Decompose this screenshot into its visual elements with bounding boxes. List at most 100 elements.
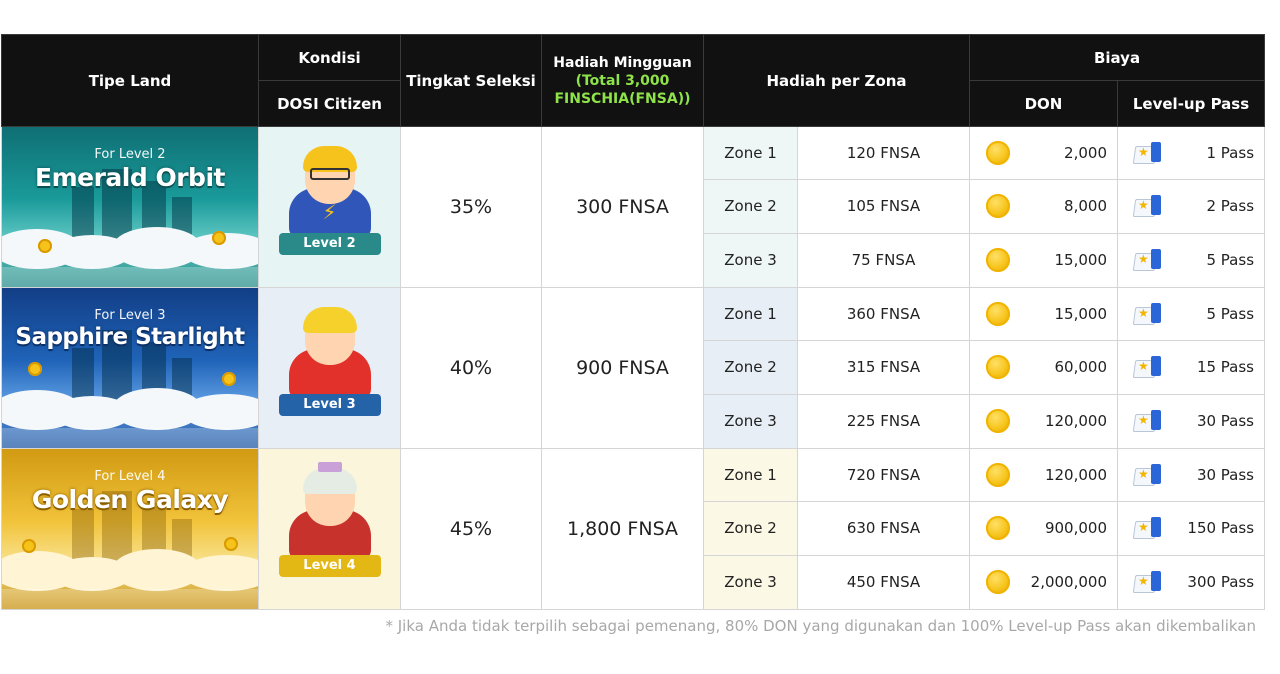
land-banner-sapphire-starlight: For Level 3 Sapphire Starlight [1, 287, 259, 449]
don-cost: 60,000 [1054, 358, 1108, 377]
zone-reward: 360 FNSA [797, 286, 970, 342]
zone-reward: 450 FNSA [797, 554, 970, 611]
don-cost: 2,000 [1064, 144, 1107, 163]
gold-coin-icon [986, 302, 1010, 327]
zone-label: Zone 3 [703, 554, 798, 611]
level-badge: Level 3 [278, 394, 381, 416]
pass-cost-cell: ★ 30 Pass [1116, 393, 1266, 450]
glasses-icon [309, 168, 350, 180]
footnote: * Jika Anda tidak terpilih sebagai pemen… [385, 617, 1256, 635]
header-dosi-citizen: DOSI Citizen [258, 80, 401, 127]
zone-label: Zone 2 [703, 340, 798, 395]
gold-coin-icon [986, 409, 1010, 434]
gold-coin-icon [986, 570, 1010, 595]
gold-coin-icon [986, 463, 1010, 488]
pass-cost: 150 Pass [1187, 519, 1255, 538]
gold-coin-icon [986, 248, 1010, 273]
pass-cost-cell: ★ 150 Pass [1116, 501, 1266, 556]
level-up-pass-icon: ★ [1132, 249, 1162, 272]
header-hadiah-mingguan-label: Hadiah Mingguan [553, 54, 692, 71]
zone-label: Zone 1 [703, 447, 798, 503]
pass-cost: 5 Pass [1206, 305, 1255, 324]
weekly-reward: 900 FNSA [541, 287, 704, 449]
header-tingkat-seleksi: Tingkat Seleksi [400, 34, 542, 127]
level-up-pass-icon: ★ [1132, 517, 1162, 540]
level-up-pass-icon: ★ [1132, 410, 1162, 433]
pass-cost-cell: ★ 1 Pass [1116, 125, 1266, 181]
pass-cost-cell: ★ 15 Pass [1116, 340, 1266, 395]
land-name: Emerald Orbit [35, 163, 225, 192]
lightning-icon: ⚡ [322, 200, 337, 224]
pass-cost: 30 Pass [1196, 412, 1255, 431]
pass-cost-cell: ★ 30 Pass [1116, 447, 1266, 503]
header-biaya: Biaya [968, 34, 1266, 81]
weekly-reward: 300 FNSA [541, 126, 704, 288]
zone-label: Zone 3 [703, 232, 798, 289]
gold-coin-icon [986, 355, 1010, 380]
header-tipe-land: Tipe Land [1, 34, 259, 127]
pass-cost: 30 Pass [1196, 466, 1255, 485]
don-cost-cell: 120,000 [969, 447, 1118, 503]
don-cost-cell: 15,000 [969, 286, 1118, 342]
don-cost-cell: 900,000 [969, 501, 1118, 556]
pass-cost: 5 Pass [1206, 251, 1255, 270]
citizen-hair [302, 146, 357, 172]
pass-cost: 2 Pass [1206, 197, 1255, 216]
gold-coin-icon [986, 516, 1010, 541]
level-up-pass-icon: ★ [1132, 571, 1162, 594]
zone-label: Zone 1 [703, 125, 798, 181]
pass-cost-cell: ★ 5 Pass [1116, 232, 1266, 289]
land-for-level: For Level 3 [94, 308, 166, 323]
header-hadiah-total-2: FINSCHIA(FNSA)) [554, 90, 691, 107]
zone-label: Zone 3 [703, 393, 798, 450]
zone-label: Zone 2 [703, 501, 798, 556]
citizen-hair [302, 307, 357, 333]
don-cost-cell: 120,000 [969, 393, 1118, 450]
selection-rate: 40% [400, 287, 542, 449]
crown-icon [317, 462, 342, 472]
land-for-level: For Level 2 [94, 147, 166, 162]
don-cost: 15,000 [1054, 251, 1108, 270]
zone-reward: 75 FNSA [797, 232, 970, 289]
don-cost-cell: 2,000,000 [969, 554, 1118, 611]
pass-cost: 15 Pass [1196, 358, 1255, 377]
gold-coin-icon [986, 194, 1010, 219]
zone-reward: 315 FNSA [797, 340, 970, 395]
weekly-reward: 1,800 FNSA [541, 448, 704, 610]
header-don: DON [969, 80, 1118, 127]
gold-coin-icon [986, 141, 1010, 166]
zone-reward: 720 FNSA [797, 447, 970, 503]
zone-reward: 105 FNSA [797, 179, 970, 234]
level-up-pass-icon: ★ [1132, 464, 1162, 487]
don-cost: 8,000 [1064, 197, 1107, 216]
citizen-level-3: Level 3 [258, 287, 401, 449]
pass-cost-cell: ★ 5 Pass [1116, 286, 1266, 342]
zone-label: Zone 2 [703, 179, 798, 234]
level-badge: Level 2 [278, 233, 381, 255]
don-cost: 2,000,000 [1030, 573, 1107, 592]
header-level-up-pass: Level-up Pass [1116, 80, 1266, 127]
don-cost-cell: 60,000 [969, 340, 1118, 395]
don-cost-cell: 15,000 [969, 232, 1118, 289]
land-banner-emerald-orbit: For Level 2 Emerald Orbit [1, 126, 259, 288]
zone-reward: 630 FNSA [797, 501, 970, 556]
land-banner-golden-galaxy: For Level 4 Golden Galaxy [1, 448, 259, 610]
don-cost: 120,000 [1044, 412, 1107, 431]
pass-cost-cell: ★ 2 Pass [1116, 179, 1266, 234]
header-hadiah-total-1: (Total 3,000 [575, 72, 670, 89]
citizen-level-2: ⚡ Level 2 [258, 126, 401, 288]
don-cost-cell: 2,000 [969, 125, 1118, 181]
level-up-pass-icon: ★ [1132, 195, 1162, 218]
pass-cost: 1 Pass [1206, 144, 1255, 163]
level-badge: Level 4 [278, 555, 381, 577]
level-up-pass-icon: ★ [1132, 303, 1162, 326]
don-cost: 120,000 [1044, 466, 1107, 485]
don-cost-cell: 8,000 [969, 179, 1118, 234]
land-reward-table: Tipe Land Kondisi Tingkat Seleksi Hadiah… [1, 34, 1266, 611]
zone-reward: 120 FNSA [797, 125, 970, 181]
land-for-level: For Level 4 [94, 469, 166, 484]
zone-label: Zone 1 [703, 286, 798, 342]
pass-cost: 300 Pass [1187, 573, 1255, 592]
selection-rate: 45% [400, 448, 542, 610]
header-hadiah-mingguan: Hadiah Mingguan (Total 3,000 FINSCHIA(FN… [541, 34, 704, 127]
